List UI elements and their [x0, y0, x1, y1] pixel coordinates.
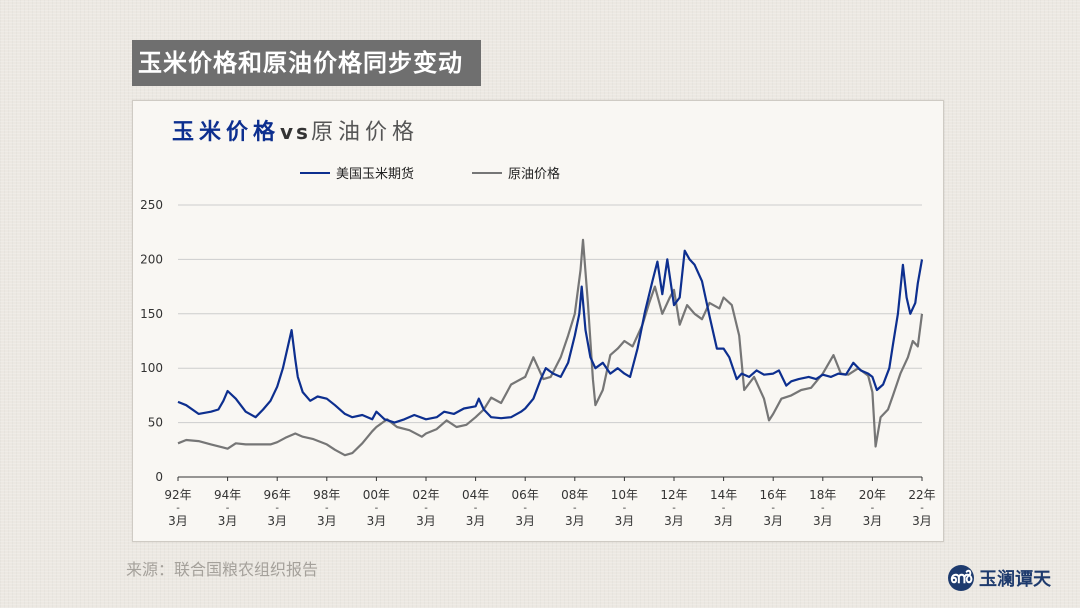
x-tick-label-month: 3月 [416, 514, 436, 528]
logo-icon: ൺ [948, 565, 974, 591]
page-title-banner: 玉米价格和原油价格同步变动 [132, 40, 481, 86]
x-tick-label-month: 3月 [317, 514, 337, 528]
x-tick-label-year: 04年 [462, 488, 489, 502]
x-tick-separator: - [871, 503, 875, 514]
x-tick-label-year: 14年 [710, 488, 737, 502]
x-tick-label-month: 3月 [912, 514, 932, 528]
x-tick-separator: - [672, 503, 676, 514]
x-tick-label-year: 94年 [214, 488, 241, 502]
x-tick-label-year: 16年 [760, 488, 787, 502]
y-tick-label: 200 [140, 252, 163, 266]
brand-logo: ൺ 玉澜谭天 [948, 562, 1051, 594]
series-line-corn [177, 249, 924, 424]
legend-swatch-corn [300, 171, 330, 174]
x-tick-label-month: 3月 [763, 514, 783, 528]
x-tick-separator: - [523, 503, 527, 514]
x-tick-label-month: 3月 [466, 514, 486, 528]
legend-item-oil: 原油价格 [472, 163, 560, 182]
x-tick-label-month: 3月 [168, 514, 188, 528]
x-tick-separator: - [771, 503, 775, 514]
chart-title-oil: 原油价格 [310, 120, 419, 145]
x-tick-separator: - [623, 503, 627, 514]
x-tick-label-year: 00年 [363, 488, 390, 502]
logo-text: 玉澜谭天 [979, 569, 1051, 590]
x-tick-label-month: 3月 [813, 514, 833, 528]
x-tick-label-year: 22年 [908, 488, 935, 502]
x-tick-label-year: 02年 [412, 488, 439, 502]
x-tick-label-year: 20年 [859, 488, 886, 502]
legend-swatch-oil [472, 171, 502, 174]
series-line-oil [177, 238, 924, 457]
chart-title: 玉米价格vs原油价格 [172, 114, 419, 146]
x-tick-label-year: 08年 [561, 488, 588, 502]
x-tick-label-month: 3月 [218, 514, 238, 528]
chart-panel [132, 100, 944, 542]
x-tick-separator: - [226, 503, 230, 514]
x-tick-separator: - [176, 503, 180, 514]
y-tick-label: 0 [155, 470, 163, 484]
x-tick-separator: - [474, 503, 478, 514]
x-tick-label-month: 3月 [267, 514, 287, 528]
x-tick-label-month: 3月 [863, 514, 883, 528]
x-tick-label-month: 3月 [367, 514, 387, 528]
x-tick-label-year: 10年 [611, 488, 638, 502]
x-tick-separator: - [722, 503, 726, 514]
chart-title-corn: 玉米价格 [172, 120, 281, 145]
source-note: 来源：联合国粮农组织报告 [126, 560, 319, 579]
x-tick-label-year: 12年 [660, 488, 687, 502]
y-tick-label: 150 [140, 307, 163, 321]
x-tick-label-month: 3月 [515, 514, 535, 528]
legend-item-corn: 美国玉米期货 [300, 163, 414, 182]
legend-label-oil: 原油价格 [508, 167, 561, 182]
x-tick-separator: - [573, 503, 577, 514]
x-tick-label-year: 98年 [313, 488, 340, 502]
x-tick-separator: - [325, 503, 329, 514]
x-tick-label-month: 3月 [615, 514, 635, 528]
chart-title-vs: vs [280, 120, 311, 144]
x-tick-separator: - [424, 503, 428, 514]
x-tick-separator: - [275, 503, 279, 514]
x-tick-separator: - [375, 503, 379, 514]
x-tick-label-year: 18年 [809, 488, 836, 502]
legend-label-corn: 美国玉米期货 [336, 167, 415, 182]
y-tick-label: 50 [148, 416, 163, 430]
x-tick-separator: - [821, 503, 825, 514]
x-tick-label-year: 96年 [264, 488, 291, 502]
y-tick-label: 100 [140, 361, 163, 375]
x-tick-separator: - [920, 503, 924, 514]
x-tick-label-year: 06年 [512, 488, 539, 502]
x-tick-label-month: 3月 [664, 514, 684, 528]
y-tick-label: 250 [140, 198, 163, 212]
x-tick-label-year: 92年 [164, 488, 191, 502]
page-title: 玉米价格和原油价格同步变动 [138, 49, 463, 77]
x-tick-label-month: 3月 [565, 514, 585, 528]
x-tick-label-month: 3月 [714, 514, 734, 528]
